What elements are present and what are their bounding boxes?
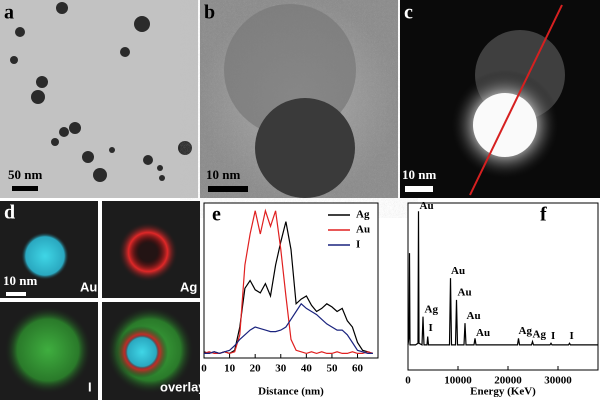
annotation: Au [467,310,481,322]
panel-b [200,0,398,198]
map-label: Ag [180,279,197,294]
scale-bar-label: 10 nm [402,167,436,182]
legend-label: I [356,239,360,251]
map-label: overlay [160,379,206,394]
x-tick-label: 10000 [444,375,472,387]
x-tick-label: 30 [275,363,287,375]
x-tick-label: 10 [224,363,236,375]
x-tick-label: 50 [326,363,338,375]
labels: a 50 nm b 10 nm c 10 nm d 10 nm Au Ag I … [3,2,547,398]
annotation: I [429,322,433,334]
annotation: Ag [533,328,547,340]
x-tick-label: 0 [201,363,207,375]
x-tick-label: 60 [352,363,364,375]
annotation: Au [476,327,490,339]
x-tick-label: 0 [405,375,411,387]
plot-f-frame [407,202,599,371]
annotation: I [551,330,555,342]
panel-c [400,0,600,198]
annotation: Au [451,265,465,277]
panel-label: b [204,2,215,24]
scale-bar-label: 10 nm [206,167,240,182]
data-line [203,208,374,355]
annotation: Ag [519,325,533,337]
panel-label: c [404,2,413,24]
x-tick-label: 20 [250,363,262,375]
legend-label: Ag [356,209,370,221]
panel-d [0,200,200,400]
map-label: Au [80,279,97,294]
map-label: I [88,379,92,394]
panel-label: f [540,204,547,226]
annotation: Au [458,287,472,299]
plot-e-frame [203,202,379,359]
x-axis-title: Energy (KeV) [470,386,536,398]
x-tick-label: 30000 [544,375,572,387]
scale-bar-label: 10 nm [3,273,37,288]
panel-label: e [212,204,221,226]
x-axis-title: Distance (nm) [258,386,324,398]
data-line [204,302,373,355]
x-tick-label: 40 [301,363,313,375]
panel-a [0,0,198,198]
annotation: I [570,330,574,342]
annotation: Ag [425,303,439,315]
legend-label: Au [356,224,370,236]
annotation: Au [420,200,434,212]
data-line [407,211,598,346]
panel-label: a [4,2,14,24]
scale-bar-label: 50 nm [8,167,42,182]
data-line [203,221,374,355]
x-tick-label: 20000 [494,375,522,387]
panel-label: d [4,202,15,224]
